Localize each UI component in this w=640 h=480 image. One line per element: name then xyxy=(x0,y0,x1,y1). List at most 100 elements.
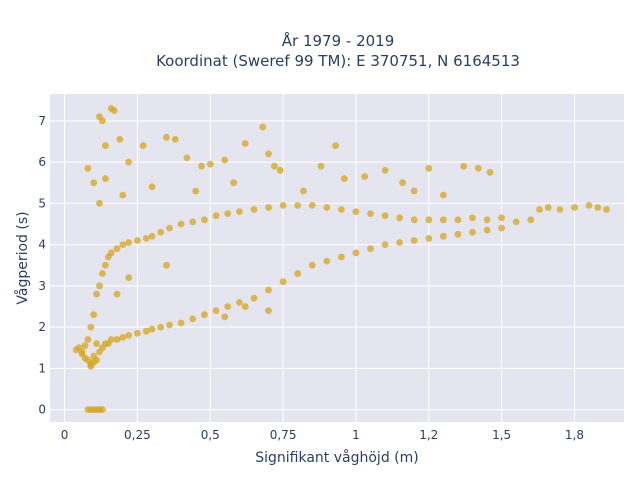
data-point xyxy=(381,166,389,174)
data-point xyxy=(241,140,249,147)
data-point xyxy=(236,299,243,306)
data-point xyxy=(594,204,602,211)
data-point xyxy=(166,321,173,329)
data-point xyxy=(367,245,374,253)
data-point xyxy=(483,226,491,234)
data-point xyxy=(410,187,418,195)
data-point xyxy=(142,327,150,335)
data-point xyxy=(142,235,150,242)
data-point xyxy=(99,270,106,277)
data-point xyxy=(116,136,124,143)
data-point xyxy=(338,253,345,261)
data-point xyxy=(113,290,121,298)
data-point xyxy=(250,206,258,213)
data-point xyxy=(99,117,106,125)
data-point xyxy=(119,241,127,249)
data-point xyxy=(399,179,406,187)
data-point xyxy=(241,303,249,310)
data-point xyxy=(119,334,127,341)
y-tick-label: 4 xyxy=(38,238,46,252)
data-point xyxy=(556,206,564,213)
data-point xyxy=(134,329,141,337)
y-axis-title: Vågperiod (s) xyxy=(14,211,31,304)
data-point xyxy=(99,406,106,413)
data-point xyxy=(87,323,95,331)
data-point xyxy=(483,216,491,224)
data-point xyxy=(96,282,103,290)
data-point xyxy=(454,216,462,224)
data-point xyxy=(352,208,360,216)
data-point xyxy=(81,354,89,362)
data-point xyxy=(224,210,232,218)
data-point xyxy=(177,319,185,327)
data-point xyxy=(265,286,272,294)
y-tick-label: 6 xyxy=(38,155,46,169)
data-point xyxy=(110,107,118,114)
data-point xyxy=(163,133,170,141)
data-point xyxy=(148,325,156,333)
data-point xyxy=(125,274,133,281)
data-point xyxy=(279,202,287,209)
x-tick-label: 1,2 xyxy=(419,428,438,442)
data-point xyxy=(250,294,258,302)
chart-title-line1: År 1979 - 2019 xyxy=(282,31,395,50)
data-point xyxy=(90,179,98,187)
data-point xyxy=(201,216,208,224)
data-point xyxy=(119,191,127,199)
data-point xyxy=(294,202,302,209)
data-point xyxy=(84,336,92,343)
data-point xyxy=(440,232,447,240)
y-tick-label: 3 xyxy=(38,279,46,293)
x-tick-label: 0,25 xyxy=(124,428,151,442)
x-tick-label: 0,5 xyxy=(201,428,220,442)
data-point xyxy=(163,261,170,269)
data-point xyxy=(221,313,229,321)
data-point xyxy=(259,123,267,131)
data-point xyxy=(107,249,115,257)
data-point xyxy=(440,216,447,224)
y-tick-label: 7 xyxy=(38,114,46,128)
data-point xyxy=(93,290,100,298)
data-point xyxy=(183,154,191,162)
data-point xyxy=(166,224,173,232)
data-point xyxy=(90,311,98,319)
data-point xyxy=(410,216,418,224)
data-point xyxy=(276,166,284,174)
y-tick-label: 0 xyxy=(38,403,46,417)
data-point xyxy=(308,261,316,269)
data-point xyxy=(460,162,468,170)
data-point xyxy=(81,342,89,350)
data-point xyxy=(93,356,100,364)
data-point xyxy=(107,336,115,343)
data-point xyxy=(265,307,272,314)
data-point xyxy=(279,278,287,286)
data-point xyxy=(317,162,325,170)
data-point xyxy=(498,214,505,222)
data-point xyxy=(603,206,610,213)
chart-title-line2: Koordinat (Sweref 99 TM): E 370751, N 61… xyxy=(156,52,520,70)
data-point xyxy=(469,228,476,236)
data-point xyxy=(84,164,92,172)
data-point xyxy=(102,261,109,269)
x-tick-label: 0,75 xyxy=(270,428,297,442)
data-point xyxy=(425,235,433,242)
data-point xyxy=(224,303,232,310)
data-point xyxy=(134,237,141,244)
data-point xyxy=(125,332,133,339)
data-point xyxy=(571,204,578,211)
data-point xyxy=(294,270,302,277)
data-point xyxy=(189,315,197,323)
data-point xyxy=(469,214,476,222)
data-point xyxy=(410,237,418,244)
y-tick-label: 5 xyxy=(38,196,46,210)
data-point xyxy=(536,206,543,213)
x-tick-label: 1,8 xyxy=(565,428,584,442)
data-point xyxy=(102,142,109,150)
plot-area xyxy=(50,94,624,422)
data-point xyxy=(125,239,133,246)
data-point xyxy=(113,245,121,253)
data-point xyxy=(93,340,100,347)
data-point xyxy=(352,249,360,257)
data-point xyxy=(440,191,447,199)
